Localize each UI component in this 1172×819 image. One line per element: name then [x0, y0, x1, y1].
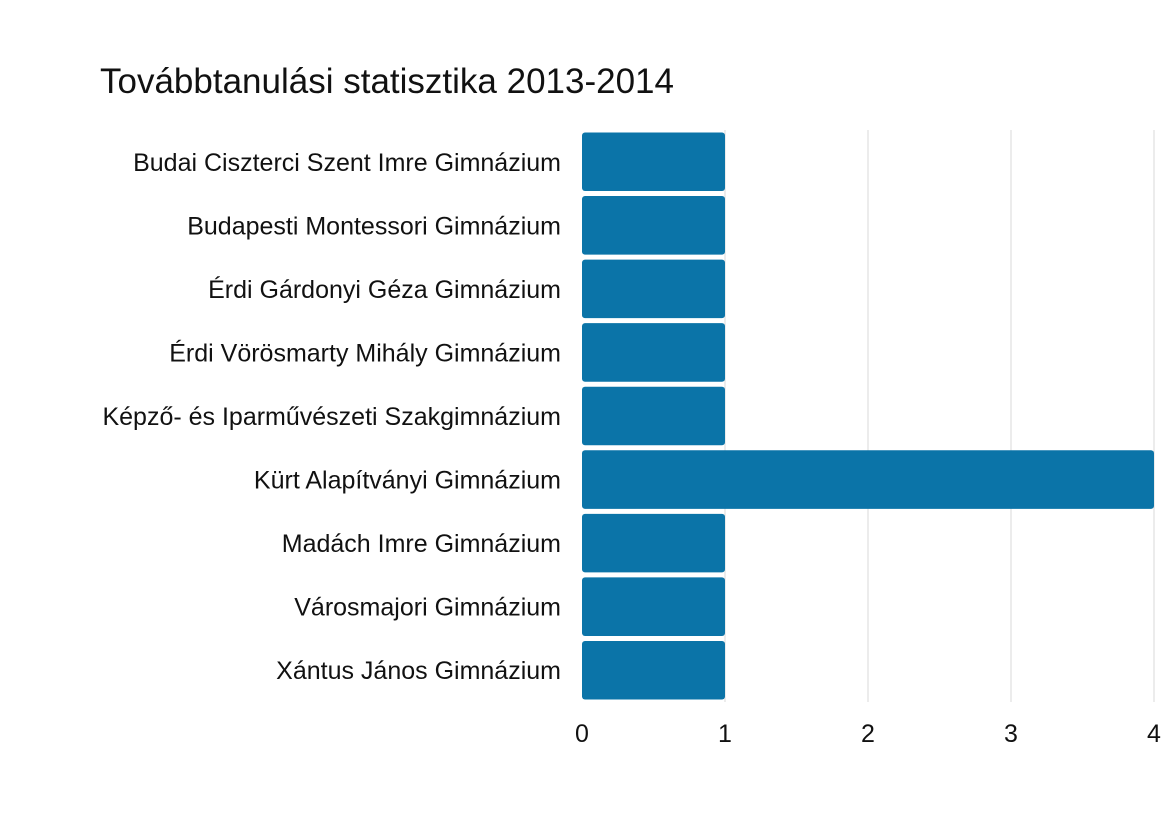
bar: [582, 259, 725, 319]
category-label: Madách Imre Gimnázium: [282, 530, 561, 558]
x-tick-label: 2: [861, 720, 875, 748]
bar: [582, 640, 725, 700]
x-tick-label: 1: [718, 720, 732, 748]
category-label: Budapesti Montessori Gimnázium: [187, 212, 561, 240]
bar: [582, 196, 725, 255]
bar: [582, 323, 725, 382]
bar: [582, 132, 725, 192]
bar: [582, 577, 725, 636]
bar: [582, 450, 1154, 509]
category-label: Képző- és Iparművészeti Szakgimnázium: [102, 403, 561, 431]
category-label: Érdi Gárdonyi Géza Gimnázium: [208, 275, 561, 304]
category-label: Xántus János Gimnázium: [276, 657, 561, 685]
chart-title: Továbbtanulási statisztika 2013-2014: [100, 62, 674, 101]
category-label: Városmajori Gimnázium: [294, 594, 561, 622]
bar: [582, 513, 725, 573]
category-label: Érdi Vörösmarty Mihály Gimnázium: [169, 338, 561, 367]
category-label: Budai Ciszterci Szent Imre Gimnázium: [133, 149, 561, 177]
x-tick-label: 4: [1147, 720, 1161, 748]
bar: [582, 386, 725, 446]
x-tick-label: 0: [575, 720, 589, 748]
x-tick-label: 3: [1004, 720, 1018, 748]
category-label: Kürt Alapítványi Gimnázium: [254, 467, 561, 495]
